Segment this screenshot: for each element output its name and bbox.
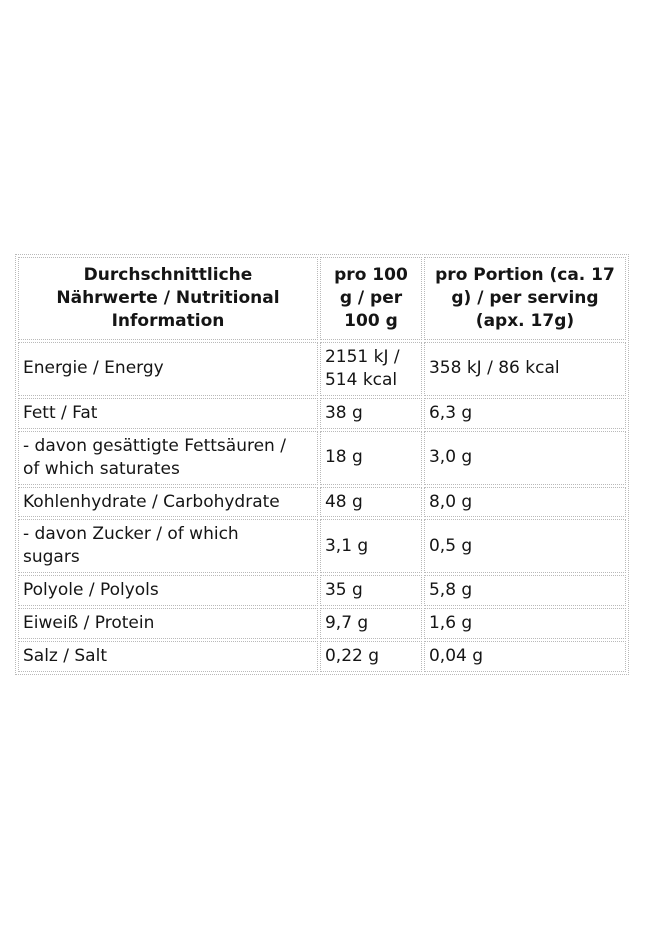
- table-row-energy: Energie / Energy 2151 kJ / 514 kcal 358 …: [18, 341, 626, 396]
- per-portion-value: 3,0 g: [423, 430, 626, 485]
- per-100g-value: 9,7 g: [319, 608, 422, 640]
- table-row-fat: Fett / Fat 38 g 6,3 g: [18, 397, 626, 429]
- per-100g-value: 2151 kJ / 514 kcal: [319, 341, 422, 396]
- nutrient-label: - davon gesättigte Fettsäuren / of which…: [18, 430, 318, 485]
- per-portion-value: 8,0 g: [423, 486, 626, 518]
- nutrient-label: Fett / Fat: [18, 397, 318, 429]
- per-portion-value: 358 kJ / 86 kcal: [423, 341, 626, 396]
- table-header-row: Durchschnittliche Nährwerte / Nutritiona…: [18, 257, 626, 340]
- table-row-carbohydrate: Kohlenhydrate / Carbohydrate 48 g 8,0 g: [18, 486, 626, 518]
- table-row-sugars: - davon Zucker / of which sugars 3,1 g 0…: [18, 519, 626, 574]
- header-nutrient-label: Durchschnittliche Nährwerte / Nutritiona…: [18, 257, 318, 340]
- per-portion-value: 5,8 g: [423, 575, 626, 607]
- nutrient-label: Energie / Energy: [18, 341, 318, 396]
- per-100g-value: 18 g: [319, 430, 422, 485]
- per-portion-value: 0,5 g: [423, 519, 626, 574]
- table-row-saturates: - davon gesättigte Fettsäuren / of which…: [18, 430, 626, 485]
- header-per-portion: pro Portion (ca. 17 g) / per serving (ap…: [423, 257, 626, 340]
- nutrient-label: Polyole / Polyols: [18, 575, 318, 607]
- table-row-salt: Salz / Salt 0,22 g 0,04 g: [18, 641, 626, 673]
- per-100g-value: 0,22 g: [319, 641, 422, 673]
- per-100g-value: 38 g: [319, 397, 422, 429]
- per-portion-value: 0,04 g: [423, 641, 626, 673]
- table-row-polyols: Polyole / Polyols 35 g 5,8 g: [18, 575, 626, 607]
- nutrient-label: - davon Zucker / of which sugars: [18, 519, 318, 574]
- per-portion-value: 6,3 g: [423, 397, 626, 429]
- header-per-100g: pro 100 g / per 100 g: [319, 257, 422, 340]
- per-100g-value: 48 g: [319, 486, 422, 518]
- nutrient-label: Eiweiß / Protein: [18, 608, 318, 640]
- nutrient-label: Kohlenhydrate / Carbohydrate: [18, 486, 318, 518]
- per-portion-value: 1,6 g: [423, 608, 626, 640]
- per-100g-value: 3,1 g: [319, 519, 422, 574]
- nutrition-table: Durchschnittliche Nährwerte / Nutritiona…: [15, 254, 629, 676]
- table-row-protein: Eiweiß / Protein 9,7 g 1,6 g: [18, 608, 626, 640]
- per-100g-value: 35 g: [319, 575, 422, 607]
- nutrient-label: Salz / Salt: [18, 641, 318, 673]
